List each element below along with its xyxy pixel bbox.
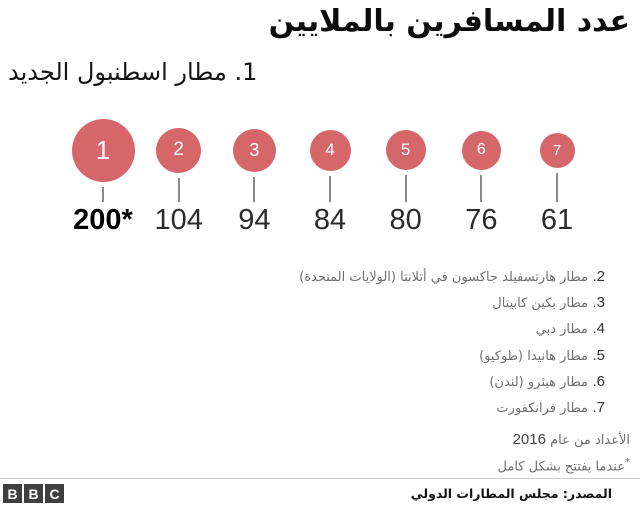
bubble-stem <box>329 175 331 202</box>
bubble-rank-2: 2 <box>156 127 202 173</box>
airport-list-item: 5. مطار هانيدا (طوكيو) <box>299 343 605 369</box>
bubble-rank-5: 5 <box>385 130 426 170</box>
asterisk-note: *عندما يفتتح بشكل كامل <box>498 452 630 478</box>
airport-list-item: 7. مطار فرانكفورت <box>299 395 605 421</box>
airport-name: مطار دبي <box>535 322 589 338</box>
value-label: 80 <box>389 204 422 236</box>
bubble-stem <box>556 172 558 202</box>
airport-rank: 7. <box>592 399 605 417</box>
rank1-airport-label: 1. مطار اسطنبول الجديد <box>8 58 258 86</box>
year-note: الأعداد من عام 2016 <box>498 429 630 452</box>
asterisk-marker: * <box>625 457 630 468</box>
airport-rank: 3. <box>592 294 605 312</box>
value-label: 94 <box>238 204 271 236</box>
source-text: المصدر: مجلس المطارات الدولي <box>410 486 612 501</box>
airport-name: مطار هانيدا (طوكيو) <box>479 348 589 364</box>
bubble-rank-7: 7 <box>539 132 575 168</box>
footnotes: الأعداد من عام 2016 *عندما يفتتح بشكل كا… <box>498 429 630 478</box>
value-label: 61 <box>540 204 574 236</box>
bubble-stem <box>177 177 180 202</box>
year-note-value: 2016 <box>512 431 546 448</box>
airport-name: مطار هارتسفيلد جاكسون في أتلانتا (الولاي… <box>299 270 589 285</box>
bubble-stem <box>102 186 104 202</box>
bbc-logo-block-b2: B <box>24 484 43 503</box>
bbc-logo-block-c: C <box>45 484 64 503</box>
year-note-text: الأعداد من عام <box>550 433 630 448</box>
chart-title: عدد المسافرين بالملايين <box>268 4 630 39</box>
value-label: 200* <box>73 204 133 236</box>
bubble-rank-1: 1 <box>71 118 135 182</box>
bubble-rank-6: 6 <box>461 130 501 170</box>
airport-name: مطار فرانكفورت <box>496 401 589 417</box>
airport-rank: 5. <box>592 346 605 364</box>
airport-rank: 2. <box>592 268 605 285</box>
airport-list-item: 4. مطار دبي <box>299 316 605 342</box>
airport-list-item: 3. مطار بكين كابيتال <box>299 290 605 316</box>
bubble-stem <box>480 174 483 202</box>
airport-name: مطار هيثرو (لندن) <box>489 374 589 390</box>
bbc-logo: B B C <box>3 484 64 503</box>
airport-list-item: 6. مطار هيثرو (لندن) <box>299 369 605 395</box>
bbc-logo-block-b1: B <box>3 484 22 503</box>
bubble-stem <box>404 175 407 202</box>
airport-rank: 6. <box>592 372 605 390</box>
value-label: 84 <box>313 204 347 236</box>
airport-list: 2. مطار هارتسفيلد جاكسون في أتلانتا (الو… <box>299 264 605 421</box>
airport-list-item: 2. مطار هارتسفيلد جاكسون في أتلانتا (الو… <box>299 264 605 290</box>
bubble-rank-4: 4 <box>309 129 351 171</box>
value-label: 104 <box>154 204 203 236</box>
airport-name: مطار بكين كابيتال <box>492 296 589 312</box>
value-label: 76 <box>465 204 498 236</box>
bubble-stem <box>253 176 256 202</box>
footer-divider <box>0 478 640 479</box>
asterisk-note-text: عندما يفتتح بشكل كامل <box>497 459 625 475</box>
bubble-rank-3: 3 <box>232 128 276 172</box>
airport-rank: 4. <box>592 320 605 338</box>
